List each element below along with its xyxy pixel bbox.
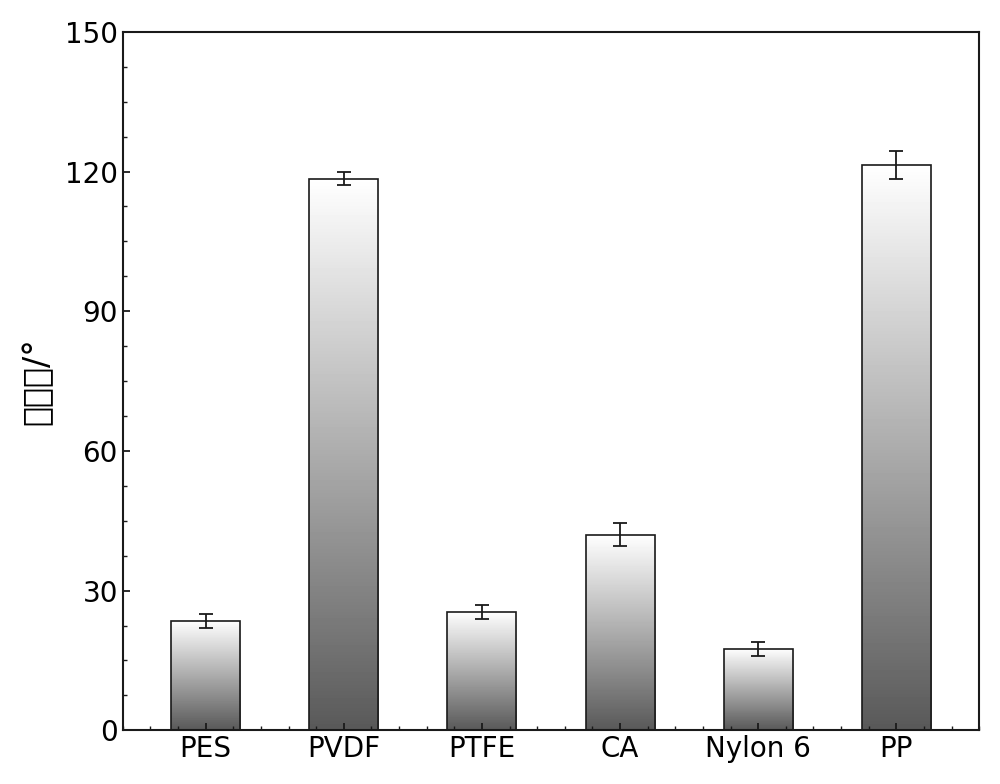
Bar	[862, 165, 931, 731]
Y-axis label: 接触角/°: 接触角/°	[21, 337, 54, 425]
Bar	[171, 621, 240, 731]
Bar	[447, 612, 516, 731]
Bar	[309, 179, 378, 731]
Bar	[724, 649, 793, 731]
Bar	[586, 535, 655, 731]
